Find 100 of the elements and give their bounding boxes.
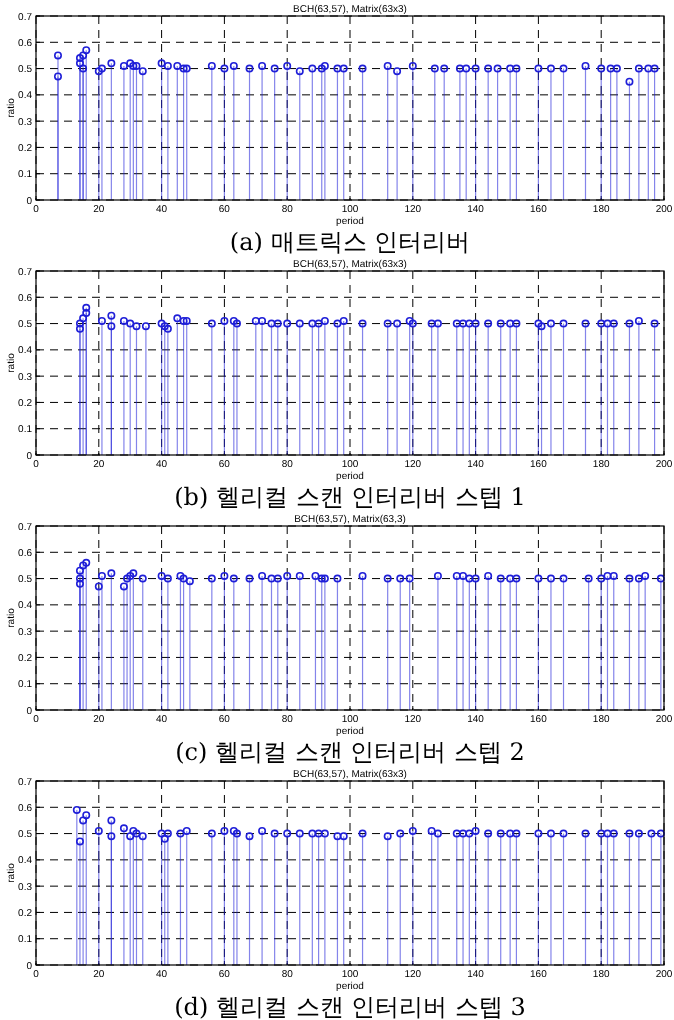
point (176, 571, 185, 580)
point (119, 61, 128, 70)
text: (d) 헬리컬 스캔 인터리버 스텝 3 (174, 993, 526, 1020)
point (559, 829, 568, 838)
point (534, 64, 543, 73)
point (433, 319, 442, 328)
point (609, 829, 618, 838)
point (245, 574, 254, 583)
point (245, 64, 254, 73)
point (358, 829, 367, 838)
point (358, 571, 367, 580)
point (317, 64, 326, 73)
point (82, 46, 91, 55)
point (484, 319, 493, 328)
point (75, 579, 84, 588)
point (559, 319, 568, 328)
point (606, 64, 615, 73)
point (317, 574, 326, 583)
point (393, 319, 402, 328)
point (656, 574, 665, 583)
point (506, 829, 515, 838)
point (229, 316, 238, 325)
point (75, 54, 84, 63)
point (430, 64, 439, 73)
point (107, 569, 116, 578)
point (157, 319, 166, 328)
point (75, 574, 84, 583)
point (612, 64, 621, 73)
point (644, 64, 653, 73)
point (119, 582, 128, 591)
point (119, 824, 128, 833)
point (496, 574, 505, 583)
point (232, 829, 241, 838)
point (163, 829, 172, 838)
point (339, 64, 348, 73)
point (270, 64, 279, 73)
point (295, 67, 304, 76)
point (465, 829, 474, 838)
point (625, 319, 634, 328)
point (79, 816, 88, 825)
point (270, 829, 279, 838)
text: (a) 매트릭스 인터리버 (229, 228, 471, 256)
point (641, 571, 650, 580)
point (157, 571, 166, 580)
point (251, 316, 260, 325)
point (625, 574, 634, 583)
point (220, 826, 229, 835)
point (229, 574, 238, 583)
point (126, 59, 135, 68)
point (141, 322, 150, 331)
point (506, 319, 515, 328)
point (603, 571, 612, 580)
point (496, 319, 505, 328)
point (546, 64, 555, 73)
point (182, 826, 191, 835)
point (107, 816, 116, 825)
point (559, 64, 568, 73)
point (283, 829, 292, 838)
point (132, 61, 141, 70)
point (163, 574, 172, 583)
point (433, 571, 442, 580)
point (339, 832, 348, 841)
point (138, 67, 147, 76)
point (393, 67, 402, 76)
point (584, 574, 593, 583)
point (314, 319, 323, 328)
point (427, 826, 436, 835)
point (537, 322, 546, 331)
point (609, 571, 618, 580)
point (245, 832, 254, 841)
point (634, 64, 643, 73)
point (119, 316, 128, 325)
point (440, 64, 449, 73)
point (82, 811, 91, 820)
point (53, 72, 62, 81)
point (634, 829, 643, 838)
point (465, 319, 474, 328)
point (132, 829, 141, 838)
point (283, 61, 292, 70)
point (273, 574, 282, 583)
point (75, 59, 84, 68)
point (471, 826, 480, 835)
point (320, 316, 329, 325)
point (452, 829, 461, 838)
point (283, 571, 292, 580)
point (179, 316, 188, 325)
point (581, 829, 590, 838)
point (273, 319, 282, 328)
point (163, 324, 172, 333)
point (220, 64, 229, 73)
point (258, 571, 267, 580)
point (314, 829, 323, 838)
point (182, 316, 191, 325)
point (320, 61, 329, 70)
point (207, 61, 216, 70)
point (138, 574, 147, 583)
point (471, 64, 480, 73)
point (427, 319, 436, 328)
point (459, 571, 468, 580)
point (383, 574, 392, 583)
